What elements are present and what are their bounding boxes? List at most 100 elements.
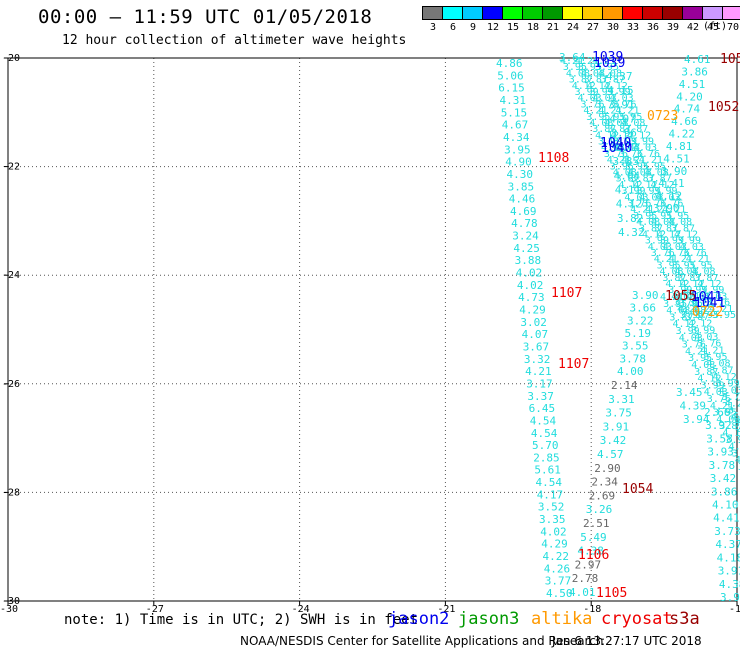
track-band-value: 4.03 — [704, 387, 728, 398]
track-band-value: 3.99 — [683, 285, 707, 296]
track-band-value: 4.03 — [578, 93, 602, 104]
track-band-value: 4.03 — [703, 291, 727, 302]
track-band-value: 4.12 — [680, 279, 704, 290]
track-band-value: 3.95 — [610, 161, 634, 172]
track-band-value: 4.21 — [692, 304, 716, 315]
track-band-value: 4.08 — [691, 360, 715, 371]
wave-height-value: 5.49 — [580, 531, 607, 544]
track-band-value: 3.87 — [639, 223, 663, 234]
track-band-value: 3.99 — [676, 326, 700, 337]
track-band-value: 4.21 — [700, 345, 724, 356]
wave-height-value: 4.41 — [658, 177, 685, 190]
legend-jason2: jason2 — [388, 609, 450, 629]
lon-label: -24 — [292, 604, 310, 615]
wave-height-value: 2.51 — [583, 517, 610, 530]
track-band-value: 3.99 — [677, 236, 701, 247]
track-band-value: 3.99 — [590, 87, 614, 98]
wave-height-value: 3.52 — [538, 501, 565, 514]
wave-height-value: 4.11 — [615, 184, 642, 197]
pass-number-label: 0722 — [692, 305, 723, 320]
wave-height-value: 3.75 — [605, 407, 632, 420]
track-band-value: 4.21 — [685, 346, 709, 357]
track-band-value: 4.12 — [642, 230, 666, 241]
wave-height-value: 4.15 — [607, 84, 634, 97]
scale-label: 27 — [587, 22, 600, 33]
map-grid — [8, 58, 737, 601]
wave-height-value: 4.01 — [569, 586, 596, 599]
wave-height-value: 4.34 — [503, 131, 530, 144]
wave-height-value: 4.30 — [507, 168, 534, 181]
legend-s3a: s3a — [669, 609, 700, 629]
scale-label: 18 — [527, 22, 540, 33]
wave-height-value: 3.22 — [627, 314, 654, 327]
scale-label: 21 — [547, 22, 560, 33]
track-band-value: 3.76 — [651, 248, 675, 259]
track-band-value: 4.21 — [735, 455, 740, 466]
wave-height-value: 4.51 — [663, 152, 690, 165]
wave-height-value: 4.39 — [680, 400, 707, 413]
track-band-value: 4.21 — [639, 155, 663, 166]
wave-height-value: 4.20 — [676, 90, 703, 103]
wave-height-value: 5.19 — [625, 327, 652, 340]
track-band-value: 3.99 — [701, 380, 725, 391]
pass-number-label: 1040 — [600, 136, 631, 151]
wave-height-value: 4.02 — [540, 525, 567, 538]
track-band-value: 3.76 — [689, 298, 713, 309]
track-band-value: 3.95 — [563, 62, 587, 73]
track-band-value: 4.08 — [636, 217, 660, 228]
track-band-value: 4.12 — [697, 374, 721, 385]
wave-height-value: 4.74 — [674, 103, 701, 116]
credit-text: NOAA/NESDIS Center for Satellite Applica… — [240, 634, 604, 648]
track-band-value: 3.87 — [616, 174, 640, 185]
track-band-value: 3.99 — [716, 379, 740, 390]
wave-height-value: 2.90 — [594, 462, 621, 475]
wave-height-value: 6.15 — [498, 82, 525, 95]
track-band-value: 3.87 — [677, 273, 701, 284]
timestamp-text: Jan 6 13:27:17 UTC 2018 — [552, 634, 702, 648]
track-band-value: 4.12 — [651, 180, 675, 191]
track-band-value: 4.21 — [725, 399, 740, 410]
track-band-value: 3.87 — [624, 124, 648, 135]
wave-height-value: 4.12 — [656, 190, 683, 203]
wave-height-value: 4.54 — [530, 414, 557, 427]
track-band-value: 3.76 — [683, 248, 707, 259]
track-band-value: 4.12 — [674, 230, 698, 241]
wave-height-value: 3.95 — [504, 143, 530, 156]
track-band-value: 4.21 — [598, 106, 622, 117]
pass-number-label: 1055 — [665, 289, 696, 304]
scale-label: 3 — [430, 22, 437, 33]
track-band-value: 3.95 — [680, 310, 704, 321]
pass-number-label: 1052 — [708, 100, 739, 115]
wave-height-value: 4.21 — [525, 365, 552, 378]
track-band-value: 3.95 — [618, 112, 642, 123]
track-band-value: 3.76 — [707, 394, 731, 405]
track-band-value: 3.95 — [578, 62, 602, 73]
wave-height-value: 4.00 — [617, 365, 644, 378]
wave-height-value: 4.69 — [510, 205, 537, 218]
wave-height-value: 4.37 — [715, 538, 740, 551]
lat-label: -22 — [2, 162, 20, 173]
wave-height-value: 5.61 — [534, 464, 561, 477]
wave-height-value: 4.46 — [509, 193, 536, 206]
wave-height-value: 4.25 — [513, 242, 540, 255]
track-band-value: 3.87 — [654, 223, 678, 234]
track-band-value: 4.08 — [692, 267, 716, 278]
track-band-value: 4.12 — [737, 425, 740, 436]
track-band-value: 3.95 — [689, 260, 713, 271]
wave-height-value: 3.90 — [661, 165, 688, 178]
wave-height-value: 3.31 — [608, 393, 635, 406]
scale-label: 39 — [667, 22, 680, 33]
track-band-value: 4.08 — [682, 305, 706, 316]
pass-number-label: 105 — [720, 52, 740, 67]
lon-label: -30 — [0, 604, 18, 615]
track-band-value: 4.08 — [666, 306, 690, 317]
wave-height-value: 3.90 — [632, 289, 659, 302]
track-band-value: 3.76 — [722, 392, 740, 403]
track-band-value: 4.03 — [686, 291, 710, 302]
wave-height-value: 4.07 — [522, 328, 549, 341]
wave-height-value: 4.37 — [606, 70, 633, 83]
track-band-value: 3.95 — [601, 112, 625, 123]
legend-cryosat: cryosat — [601, 609, 673, 629]
wave-height-value: 3.26 — [586, 503, 613, 516]
